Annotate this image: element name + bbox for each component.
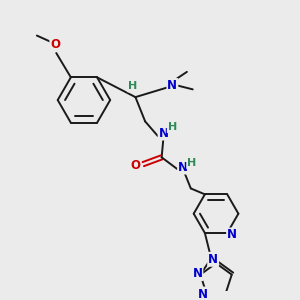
Text: N: N xyxy=(167,79,177,92)
Text: O: O xyxy=(130,159,140,172)
Text: H: H xyxy=(128,81,137,92)
Text: H: H xyxy=(187,158,196,168)
Text: N: N xyxy=(227,229,237,242)
Text: N: N xyxy=(208,253,218,266)
Text: H: H xyxy=(168,122,177,132)
Text: N: N xyxy=(178,160,188,174)
Text: N: N xyxy=(159,127,169,140)
Text: O: O xyxy=(50,38,60,51)
Text: N: N xyxy=(197,288,208,300)
Text: N: N xyxy=(192,267,203,280)
